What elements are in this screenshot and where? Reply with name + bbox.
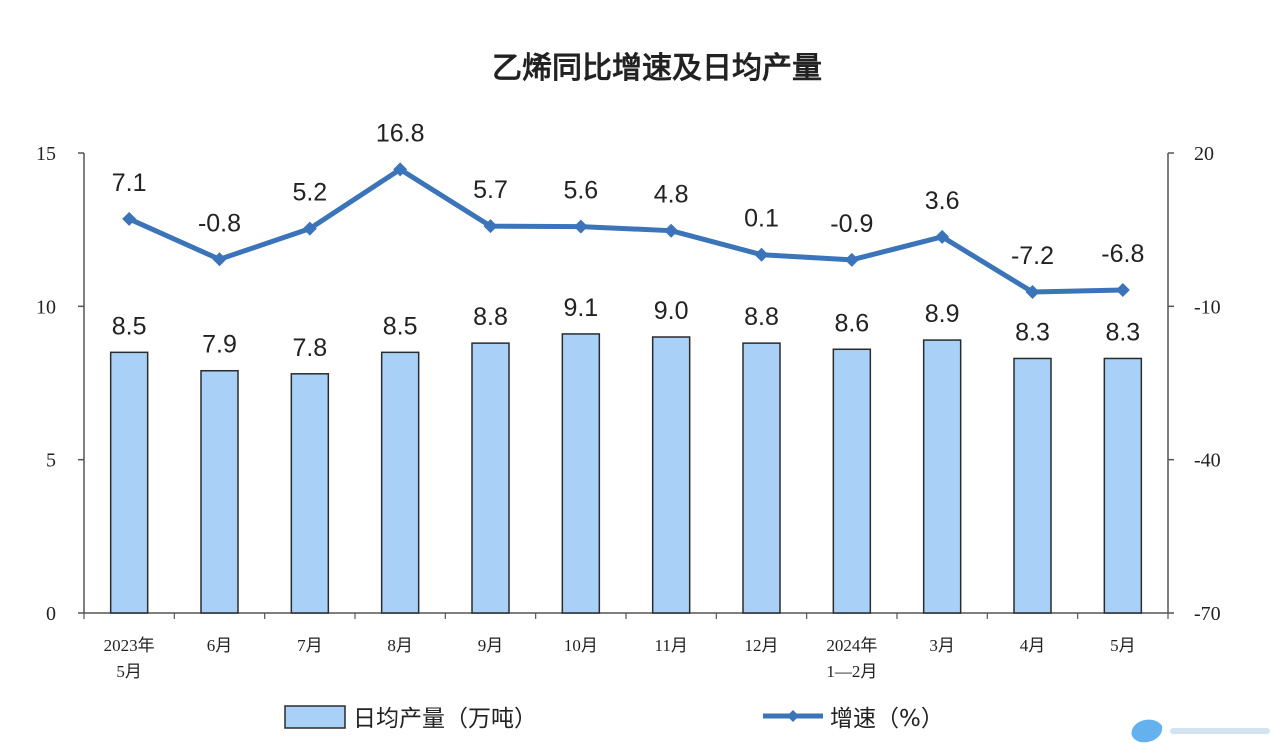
- line-value-label: -7.2: [1011, 242, 1054, 270]
- line-value-label: 16.8: [376, 119, 425, 147]
- legend-line-marker: [787, 710, 799, 722]
- legend-bar-swatch: [284, 705, 346, 729]
- bar: [832, 348, 872, 614]
- bar: [922, 339, 962, 614]
- bar: [561, 333, 601, 614]
- bar: [742, 342, 781, 614]
- bar: [109, 351, 149, 614]
- line-point: [844, 252, 859, 267]
- x-tick-label: 1—2月: [826, 662, 877, 681]
- line-value-label: 4.8: [654, 181, 689, 209]
- line-value-label: 5.2: [292, 179, 327, 207]
- bar: [1013, 357, 1052, 614]
- line-value-label: -6.8: [1101, 240, 1144, 268]
- line-value-label: 3.6: [925, 187, 960, 215]
- line-point: [122, 211, 137, 226]
- line-point: [1115, 282, 1130, 297]
- legend-bar-label: 日均产量（万吨）: [353, 706, 537, 732]
- x-tick-label: 4月: [1020, 636, 1046, 655]
- line-point: [754, 247, 769, 262]
- x-tick-label: 10月: [564, 636, 598, 655]
- line-value-label: 5.6: [563, 177, 598, 205]
- x-tick-label: 8月: [387, 636, 413, 655]
- line-point: [573, 219, 588, 234]
- line-point: [302, 221, 317, 236]
- left-tick-label: 0: [46, 603, 56, 625]
- x-axis-ticks: 2023年 5月 6月 7月 8月 9月 10月 11月 12月 2024年 1—2月 3月 4月 5月: [104, 636, 1136, 681]
- right-tick-label: 20: [1194, 143, 1214, 165]
- left-tick-label: 5: [46, 450, 56, 472]
- bar-value-label: 8.3: [1105, 318, 1140, 346]
- x-tick-label: 2024年: [826, 636, 877, 655]
- x-tick-label: 2023年: [104, 636, 155, 655]
- bar: [471, 342, 510, 614]
- bar-value-label: 8.5: [112, 312, 147, 340]
- line-point: [393, 162, 408, 177]
- line-point: [664, 223, 679, 238]
- x-tick-label: 5月: [1110, 636, 1136, 655]
- x-tick-label: 12月: [745, 636, 779, 655]
- line-value-label: 7.1: [112, 169, 147, 197]
- bar-value-label: 8.8: [744, 303, 779, 331]
- line-value-label: -0.8: [198, 209, 241, 237]
- x-tick-label: 11月: [654, 636, 687, 655]
- line-point: [1025, 285, 1040, 300]
- bar-series: [109, 333, 1143, 614]
- right-tick-label: -40: [1194, 450, 1221, 472]
- line-labels: 7.1 -0.8 5.2 16.8 5.7 5.6 4.8 0.1 -0.9 3.6 -7.2 -6.…: [112, 119, 1145, 270]
- line-point: [935, 229, 950, 244]
- line-value-label: 0.1: [744, 205, 779, 233]
- left-tick-label: 15: [36, 143, 56, 165]
- line-path: [128, 166, 1123, 295]
- right-tick-label: -70: [1194, 603, 1221, 625]
- line-value-label: 5.7: [473, 176, 508, 204]
- right-tick-label: -10: [1194, 296, 1221, 318]
- bar-value-label: 8.3: [1015, 318, 1050, 346]
- line-value-label: -0.9: [830, 210, 873, 238]
- x-tick-label: 3月: [929, 636, 955, 655]
- bar: [651, 336, 691, 614]
- bar-value-label: 8.5: [383, 312, 418, 340]
- axes: 0 5 10 15 -70 -40 -10 20: [36, 143, 1221, 625]
- legend: 日均产量（万吨） 增速（%）: [284, 705, 944, 732]
- x-tick-label: 9月: [478, 636, 504, 655]
- bar: [290, 373, 330, 614]
- bar-value-label: 9.1: [563, 294, 598, 322]
- bar-value-label: 7.8: [292, 334, 327, 362]
- bar: [200, 369, 239, 614]
- bar-value-label: 8.6: [834, 309, 869, 337]
- bar-value-label: 8.8: [473, 303, 508, 331]
- bar-value-label: 7.9: [202, 331, 237, 359]
- line-point: [212, 252, 227, 267]
- legend-line-label: 增速（%）: [830, 706, 944, 732]
- watermark: [1131, 719, 1270, 743]
- bar: [380, 351, 420, 614]
- x-tick-label: 7月: [297, 636, 323, 655]
- left-tick-label: 10: [36, 296, 56, 318]
- bar-value-label: 8.9: [925, 300, 960, 328]
- bar-labels: 8.5 7.9 7.8 8.5 8.8 9.1 9.0 8.8 8.6 8.9 8.3 8.3: [112, 294, 1140, 362]
- bar-value-label: 9.0: [654, 297, 689, 325]
- line-series: [122, 162, 1130, 300]
- bar: [1103, 357, 1143, 614]
- x-tick-label: 6月: [207, 636, 233, 655]
- line-point: [483, 219, 498, 234]
- x-tick-label: 5月: [116, 662, 142, 681]
- chart-title: 乙烯同比增速及日均产量: [492, 51, 822, 86]
